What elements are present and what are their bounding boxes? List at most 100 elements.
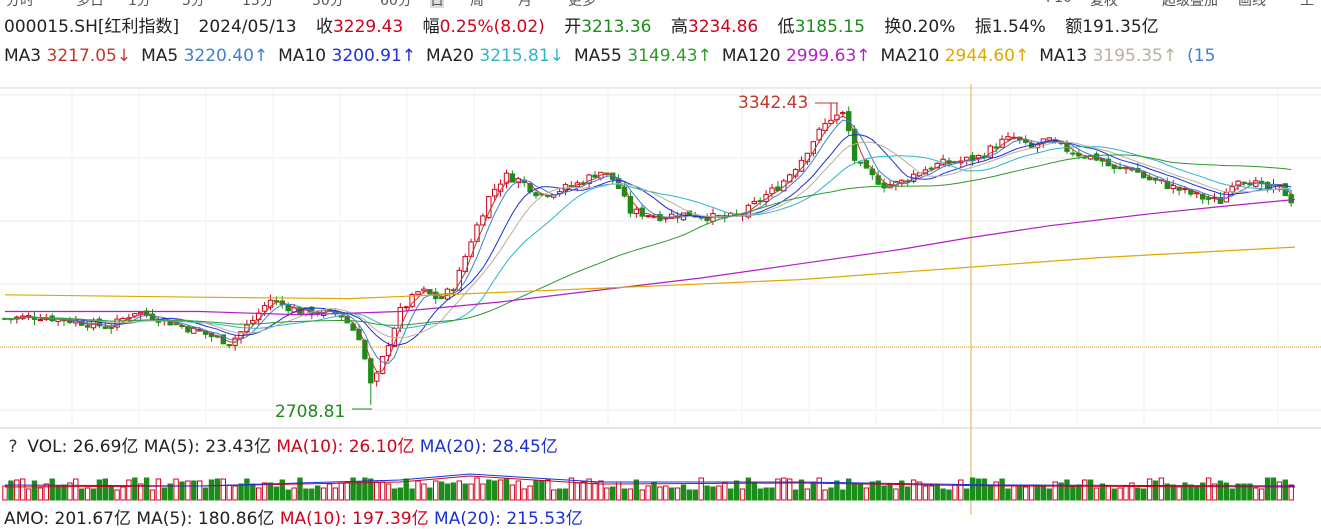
candle-body-79 — [468, 241, 474, 257]
turnover-value: 0.20% — [901, 17, 956, 37]
kline-chart[interactable]: 3342.43 2708.81 — [0, 0, 1321, 515]
low-annotation: 2708.81 — [275, 402, 345, 422]
volume-bar-210 — [1241, 483, 1247, 501]
volume-bar-36 — [214, 478, 221, 501]
help-icon[interactable]: ? — [8, 437, 18, 457]
volume-bar-12 — [73, 478, 79, 501]
volume-bar-212 — [1253, 487, 1259, 501]
tab-7[interactable]: 日 — [430, 0, 444, 8]
candle-body-218 — [1288, 194, 1294, 204]
volume-bar-20 — [120, 486, 126, 501]
candle-body-29 — [173, 323, 179, 326]
volume-bar-118 — [698, 477, 704, 501]
candle-body-76 — [450, 289, 457, 292]
volume-bar-3 — [20, 478, 26, 501]
volume-bar-101 — [598, 480, 604, 501]
tab-0[interactable]: 分时 — [6, 0, 34, 8]
tab-8[interactable]: 周 — [470, 0, 484, 8]
volume-bar-175 — [1034, 484, 1041, 501]
vol-ma10: MA(10): 26.10亿 — [276, 437, 415, 457]
volume-bar-75 — [444, 483, 451, 501]
volume-bar-21 — [126, 479, 132, 501]
high-value: 3234.86 — [687, 17, 759, 37]
ma210-line — [4, 246, 1296, 300]
tab-12[interactable]: 复权 — [1090, 0, 1118, 8]
volume-bar-102 — [604, 487, 610, 501]
amplitude-label: 振 — [974, 17, 992, 37]
tab-3[interactable]: 5分 — [182, 0, 205, 8]
volume-bar-142 — [840, 489, 846, 501]
volume-bar-159 — [940, 488, 946, 501]
volume-bar-87 — [515, 480, 521, 501]
close-label: 收 — [315, 17, 333, 37]
ma-legend-value-1: 3220.40↑ — [183, 46, 269, 66]
volume-bar-43 — [256, 487, 262, 501]
volume-bar-187 — [1105, 485, 1111, 501]
volume-bar-114 — [674, 487, 681, 501]
volume-bar-119 — [704, 485, 710, 501]
volume-bar-83 — [492, 480, 498, 501]
candle-body-64 — [379, 355, 386, 374]
tab-11[interactable]: F10 — [1046, 0, 1072, 6]
tab-10[interactable]: 更多 — [568, 0, 596, 8]
tab-9[interactable]: 月 — [518, 0, 532, 8]
candle-body-113 — [669, 213, 675, 219]
volume-bar-15 — [90, 488, 97, 501]
tab-4[interactable]: 15分 — [242, 0, 274, 8]
volume-bar-128 — [757, 488, 763, 501]
tab-15[interactable]: 工 — [1300, 0, 1314, 8]
amo-value: AMO: 201.67亿 — [4, 509, 131, 529]
high-label: 高 — [670, 17, 688, 37]
candle-body-83 — [492, 188, 498, 197]
volume-bar-59 — [350, 477, 356, 501]
candle-body-170 — [1005, 136, 1011, 140]
volume-bar-171 — [1011, 485, 1017, 501]
candle-body-176 — [1040, 138, 1047, 144]
tab-13[interactable]: 超级叠加 — [1162, 0, 1218, 8]
tab-1[interactable]: 多日 — [76, 0, 104, 8]
volume-bar-2 — [14, 479, 20, 501]
volume-bar-42 — [250, 483, 256, 501]
candle-body-31 — [185, 326, 191, 333]
volume-bar-91 — [539, 480, 545, 501]
candle-body-90 — [533, 192, 539, 197]
candle-body-209 — [1235, 180, 1241, 186]
candle-body-46 — [273, 300, 280, 303]
quote-header: 000015.SH[红利指数] 2024/05/13 收3229.43 幅0.2… — [4, 12, 1159, 37]
candle-body-168 — [993, 146, 999, 149]
volume-bar-211 — [1247, 483, 1253, 501]
volume-bar-95 — [562, 488, 569, 501]
ma55-line — [5, 154, 1292, 326]
volume-bar-44 — [261, 482, 268, 501]
ma-legend-name-4: MA55 — [573, 46, 628, 66]
volume-bar-70 — [415, 480, 421, 501]
volume-bar-132 — [781, 477, 787, 501]
ma-legend-value-2: 3200.91↑ — [331, 46, 417, 66]
volume-bar-172 — [1017, 486, 1023, 501]
volume-bar-55 — [326, 483, 333, 501]
volume-bar-49 — [291, 487, 297, 501]
volume-bar-64 — [379, 481, 386, 501]
tab-14[interactable]: 画线 — [1238, 0, 1266, 8]
volume-bar-144 — [851, 482, 858, 501]
ma-legend-value-3: 3215.81↓ — [479, 46, 564, 66]
candle-body-208 — [1229, 186, 1235, 193]
amo-ma10: MA(10): 197.39亿 — [279, 509, 429, 529]
volume-bar-178 — [1052, 481, 1058, 501]
close-value: 3229.43 — [332, 17, 404, 37]
period-tabs[interactable]: 分时 多日 1分 5分 15分 30分 60分 日 周 月 更多 F10 复权 超级叠加 画线 工 — [0, 0, 1321, 8]
volume-bar-169 — [999, 478, 1005, 501]
volume-bar-65 — [385, 483, 392, 501]
volume-bar-28 — [167, 483, 173, 501]
volume-bar-195 — [1152, 480, 1159, 501]
volume-bar-52 — [309, 488, 315, 501]
candle-body-42 — [250, 319, 256, 324]
amount-value: 191.35亿 — [1082, 17, 1159, 37]
candle-body-149 — [881, 182, 887, 189]
tab-6[interactable]: 60分 — [380, 0, 412, 8]
volume-bar-29 — [173, 478, 179, 501]
volume-bar-104 — [615, 481, 622, 501]
volume-bar-105 — [621, 488, 628, 501]
tab-5[interactable]: 30分 — [312, 0, 344, 8]
tab-2[interactable]: 1分 — [128, 0, 151, 8]
